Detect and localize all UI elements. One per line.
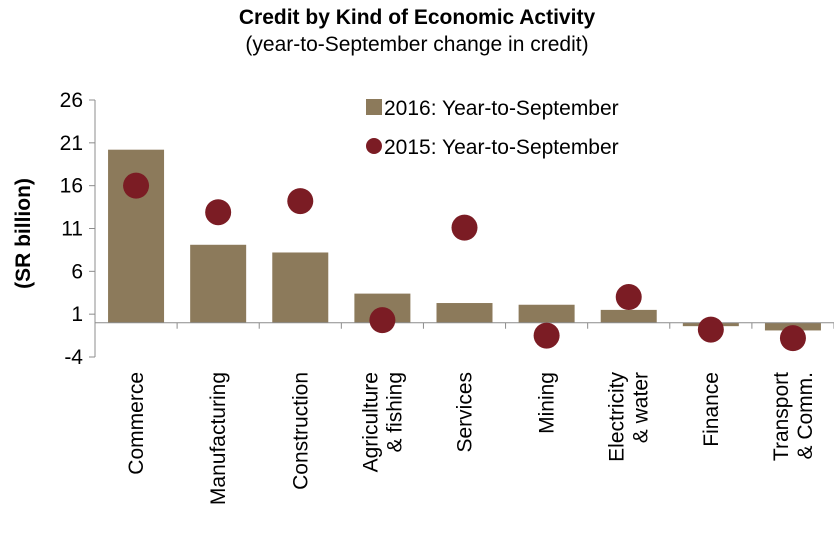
chart-title: Credit by Kind of Economic Activity bbox=[238, 6, 596, 29]
category-label: Commerce bbox=[125, 372, 148, 475]
marker-2015 bbox=[123, 172, 150, 199]
marker-2015 bbox=[369, 307, 396, 334]
marker-2015 bbox=[697, 316, 724, 343]
marker-2015 bbox=[533, 322, 560, 349]
category-label: Manufacturing bbox=[207, 372, 230, 505]
bar-2016 bbox=[272, 252, 329, 323]
category-label: Finance bbox=[700, 372, 723, 447]
category-label-line: Electricity bbox=[606, 372, 629, 462]
marker-2015 bbox=[287, 188, 314, 215]
category-label-line: Manufacturing bbox=[207, 372, 230, 505]
y-tick-label: 11 bbox=[61, 218, 83, 241]
bar-2016 bbox=[600, 309, 657, 323]
y-tick-label: -4 bbox=[64, 346, 83, 369]
legend-label-2016: 2016: Year-to-September bbox=[384, 97, 619, 120]
bar-2016 bbox=[436, 303, 493, 323]
category-label: Agriculture& fishing bbox=[359, 372, 406, 472]
category-label: Transport& Comm. bbox=[770, 372, 817, 461]
marker-2015 bbox=[451, 214, 478, 241]
legend-label-2015: 2015: Year-to-September bbox=[384, 136, 619, 159]
bar-2016 bbox=[518, 304, 575, 323]
category-label-line: Finance bbox=[700, 372, 723, 447]
category-label-line: Services bbox=[454, 372, 477, 453]
category-label: Services bbox=[454, 372, 477, 453]
category-label: Mining bbox=[536, 372, 559, 434]
category-label: Construction bbox=[289, 372, 312, 490]
y-axis-title: (SR billion) bbox=[12, 178, 35, 289]
category-label-line: Agriculture bbox=[359, 372, 382, 472]
category-label-line: Commerce bbox=[125, 372, 148, 475]
category-label: Electricity& water bbox=[606, 372, 653, 462]
y-tick-label: 21 bbox=[60, 132, 83, 155]
bar-2016 bbox=[190, 244, 247, 323]
marker-2015 bbox=[205, 199, 232, 226]
legend-swatch-2015 bbox=[366, 138, 382, 154]
chart-subtitle: (year-to-September change in credit) bbox=[245, 33, 589, 56]
y-tick-label: 6 bbox=[71, 260, 83, 283]
category-label-line: & fishing bbox=[383, 372, 406, 453]
y-tick-label: 1 bbox=[71, 303, 83, 326]
marker-2015 bbox=[779, 325, 806, 352]
y-tick-label: 26 bbox=[60, 89, 83, 112]
category-label-line: & Comm. bbox=[794, 372, 817, 460]
category-label-line: Mining bbox=[536, 372, 559, 434]
category-label-line: Transport bbox=[770, 372, 793, 461]
category-label-line: Construction bbox=[289, 372, 312, 490]
legend-swatch-2016 bbox=[366, 99, 382, 115]
marker-2015 bbox=[615, 284, 642, 311]
y-tick-label: 16 bbox=[60, 175, 83, 198]
category-label-line: & water bbox=[630, 372, 653, 443]
